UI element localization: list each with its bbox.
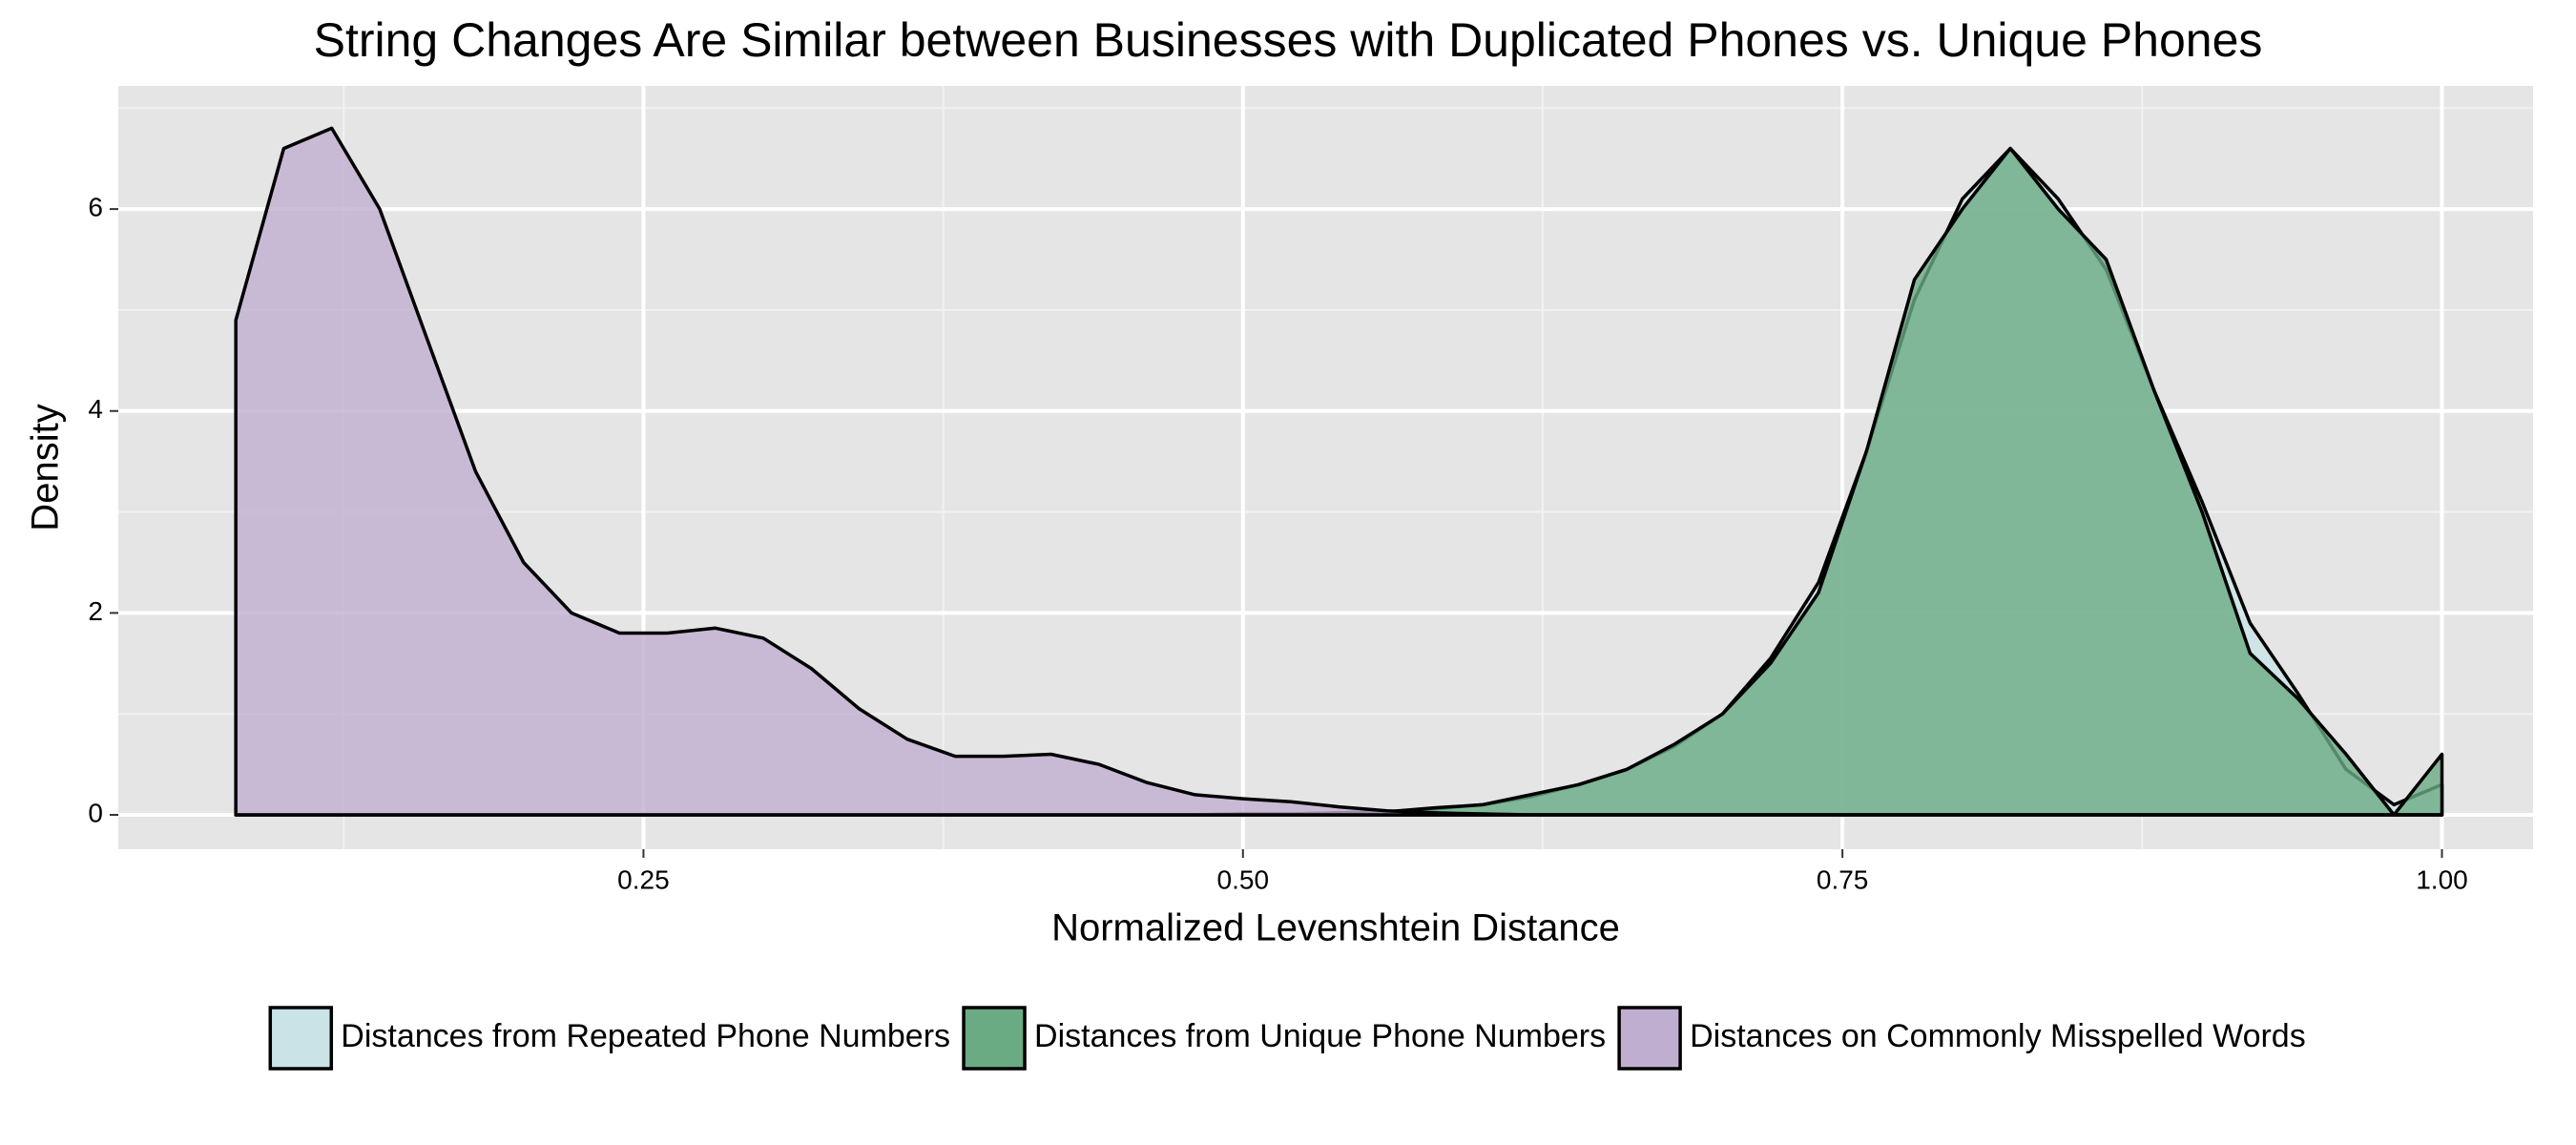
y-tick-label: 2 xyxy=(88,596,103,626)
x-axis-title: Normalized Levenshtein Distance xyxy=(1051,907,1620,949)
legend-label: Distances from Unique Phone Numbers xyxy=(1034,1018,1606,1054)
x-tick-label: 0.75 xyxy=(1817,864,1869,894)
legend: Distances from Repeated Phone Numbers Dis… xyxy=(268,1006,2306,1071)
y-axis-title: Density xyxy=(25,404,67,531)
y-tick-label: 0 xyxy=(88,798,103,827)
y-tick-label: 6 xyxy=(88,192,103,221)
density-area xyxy=(234,126,2444,817)
legend-key xyxy=(962,1006,1027,1071)
legend-key xyxy=(268,1006,334,1071)
legend-label: Distances on Commonly Misspelled Words xyxy=(1690,1018,2306,1054)
x-tick-label: 1.00 xyxy=(2416,864,2468,894)
legend-key xyxy=(1617,1006,1682,1071)
y-tick-label: 4 xyxy=(88,394,103,424)
chart-title: String Changes Are Similar between Busin… xyxy=(314,13,2263,67)
x-tick-label: 0.50 xyxy=(1217,864,1270,894)
legend-label: Distances from Repeated Phone Numbers xyxy=(341,1018,950,1054)
x-tick-label: 0.25 xyxy=(617,864,670,894)
